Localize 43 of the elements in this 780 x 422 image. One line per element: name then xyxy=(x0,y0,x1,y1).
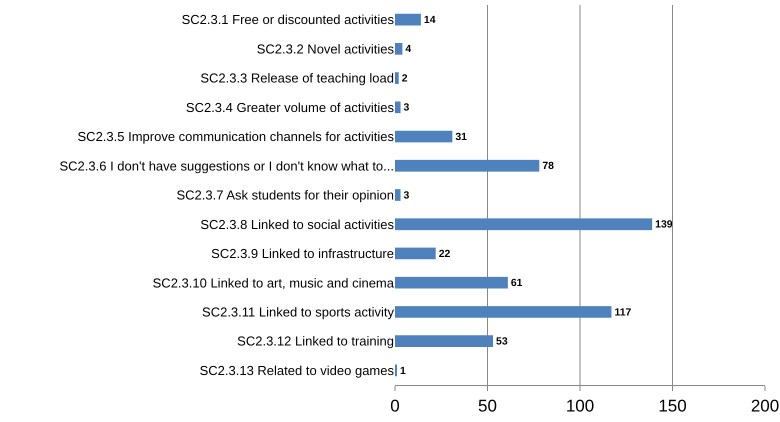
bar xyxy=(395,130,452,142)
y-tick-label: SC2.3.10 Linked to art, music and cinema xyxy=(152,275,395,290)
y-tick-label: SC2.3.12 Linked to training xyxy=(237,334,394,349)
bar xyxy=(395,14,421,26)
data-label: 2 xyxy=(402,73,408,84)
y-tick-label: SC2.3.11 Linked to sports activity xyxy=(202,304,394,320)
bar xyxy=(395,248,436,260)
data-label: 117 xyxy=(614,307,632,318)
bar xyxy=(395,306,612,318)
bar xyxy=(395,276,508,289)
x-tick-label: 150 xyxy=(658,396,687,416)
data-label: 3 xyxy=(404,190,410,202)
data-label: 78 xyxy=(542,161,554,172)
data-label: 14 xyxy=(424,15,436,26)
y-tick-label: SC2.3.9 Linked to infrastructure xyxy=(211,246,394,262)
y-tick-label: SC2.3.5 Improve communication channels for activities xyxy=(78,129,394,144)
data-label: 53 xyxy=(496,336,508,348)
bar xyxy=(395,189,401,201)
bar xyxy=(395,160,540,172)
x-tick-label: 50 xyxy=(478,396,497,416)
data-label: 31 xyxy=(455,132,468,143)
bar xyxy=(395,101,401,114)
y-tick-label: SC2.3.8 Linked to social activities xyxy=(200,216,394,232)
x-tick-label: 200 xyxy=(750,396,780,416)
y-tick-label: SC2.3.1 Free or discounted activities xyxy=(182,12,394,28)
y-tick-label: SC2.3.4 Greater volume of activities xyxy=(186,100,394,115)
data-label: 4 xyxy=(405,44,412,56)
x-tick-label: 0 xyxy=(390,396,400,416)
data-label: 61 xyxy=(510,278,523,290)
x-tick-label: 100 xyxy=(566,396,594,416)
data-label: 1 xyxy=(400,366,406,377)
data-label: 139 xyxy=(655,220,673,231)
y-tick-label: SC2.3.3 Release of teaching load xyxy=(200,70,394,86)
y-tick-label: SC2.3.7 Ask students for their opinion xyxy=(176,188,394,203)
data-label: 3 xyxy=(404,102,410,114)
y-tick-label: SC2.3.2 Novel activities xyxy=(256,41,394,56)
data-label: 22 xyxy=(438,248,451,260)
y-tick-label: SC2.3.13 Related to video games xyxy=(200,362,394,378)
bar xyxy=(395,72,399,84)
bar xyxy=(395,335,494,347)
bar xyxy=(395,218,652,230)
y-tick-label: SC2.3.6 I don't have suggestions or I don't know what to... xyxy=(60,158,394,174)
bar xyxy=(395,43,402,55)
